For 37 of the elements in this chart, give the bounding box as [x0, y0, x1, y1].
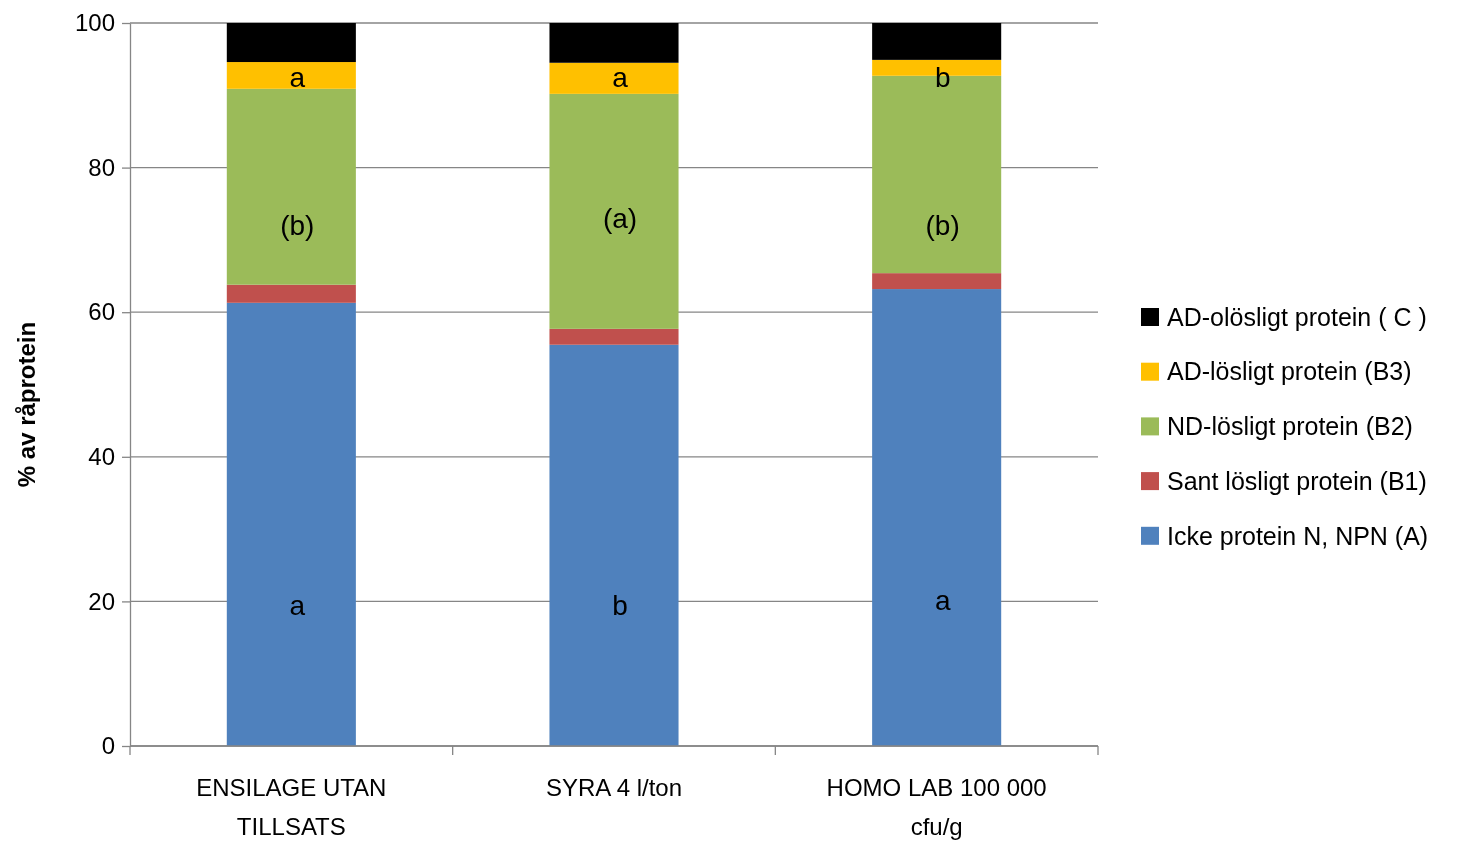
- legend-label: Icke protein N, NPN (A): [1167, 521, 1429, 550]
- y-tick-label: 60: [88, 298, 115, 326]
- bar: [872, 23, 1002, 60]
- legend-label: Sant lösligt protein (B1): [1167, 466, 1427, 495]
- legend-label: ND-lösligt protein (B2): [1167, 412, 1413, 441]
- legend-label: AD-olösligt protein ( C ): [1167, 302, 1427, 331]
- annotation: (a): [602, 203, 638, 235]
- y-axis-title: % av råprotein: [13, 321, 40, 488]
- bar: [226, 302, 356, 746]
- y-tick-label: 100: [74, 9, 115, 37]
- bar: [872, 289, 1002, 746]
- bar: [549, 23, 679, 63]
- annotation: b: [612, 589, 628, 621]
- y-tick-label: 20: [88, 587, 115, 615]
- bar: [549, 328, 679, 345]
- bar: [549, 344, 679, 746]
- bar: [872, 273, 1002, 290]
- annotation: (b): [925, 210, 960, 242]
- x-tick-label: ENSILAGE UTAN TILLSATS: [196, 774, 387, 840]
- legend-label: AD-lösligt protein (B3): [1167, 357, 1412, 386]
- bar: [226, 88, 356, 285]
- y-tick-label: 80: [88, 153, 115, 181]
- annotation: a: [934, 584, 951, 616]
- annotation: b: [934, 62, 951, 94]
- bar: [226, 62, 356, 89]
- annotation: (b): [280, 210, 315, 242]
- x-tick-label: SYRA 4 l/ton: [545, 774, 683, 801]
- bar: [549, 93, 679, 329]
- bar: [226, 284, 356, 303]
- y-tick-label: 40: [88, 442, 115, 470]
- y-tick-label: 0: [101, 732, 115, 760]
- annotation: a: [289, 589, 306, 621]
- bar: [549, 62, 679, 94]
- bar: [226, 23, 356, 63]
- annotation: a: [289, 62, 306, 94]
- x-tick-label: HOMO LAB 100 000 cfu/g: [826, 774, 1047, 840]
- annotation: a: [612, 62, 629, 94]
